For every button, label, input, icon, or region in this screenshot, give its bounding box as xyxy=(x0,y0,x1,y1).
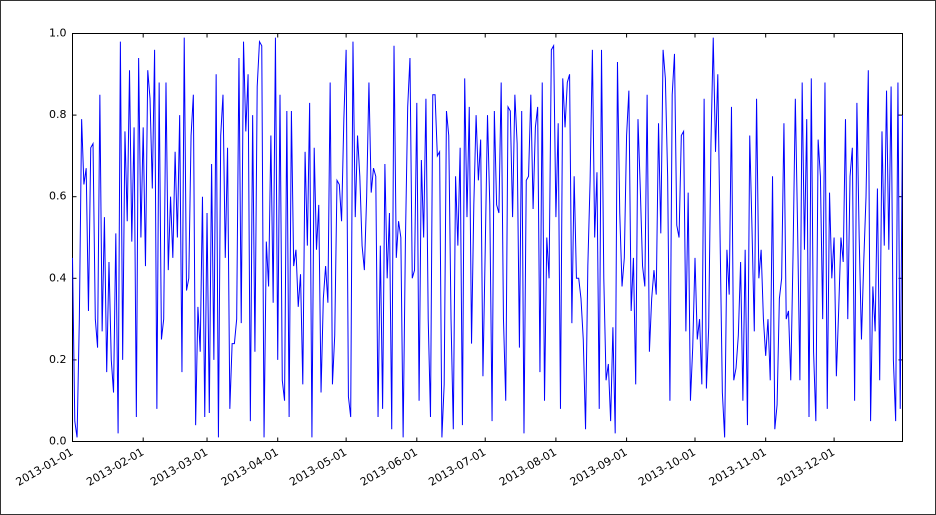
y-tick-label: 0.8 xyxy=(49,108,67,121)
y-tick-label: 0.4 xyxy=(49,271,67,284)
y-tick-label: 0.6 xyxy=(49,190,67,203)
data-line xyxy=(72,37,903,438)
y-tick-label: 0.0 xyxy=(49,435,67,448)
y-tick-label: 0.2 xyxy=(49,353,67,366)
y-tick-label: 1.0 xyxy=(49,27,67,40)
